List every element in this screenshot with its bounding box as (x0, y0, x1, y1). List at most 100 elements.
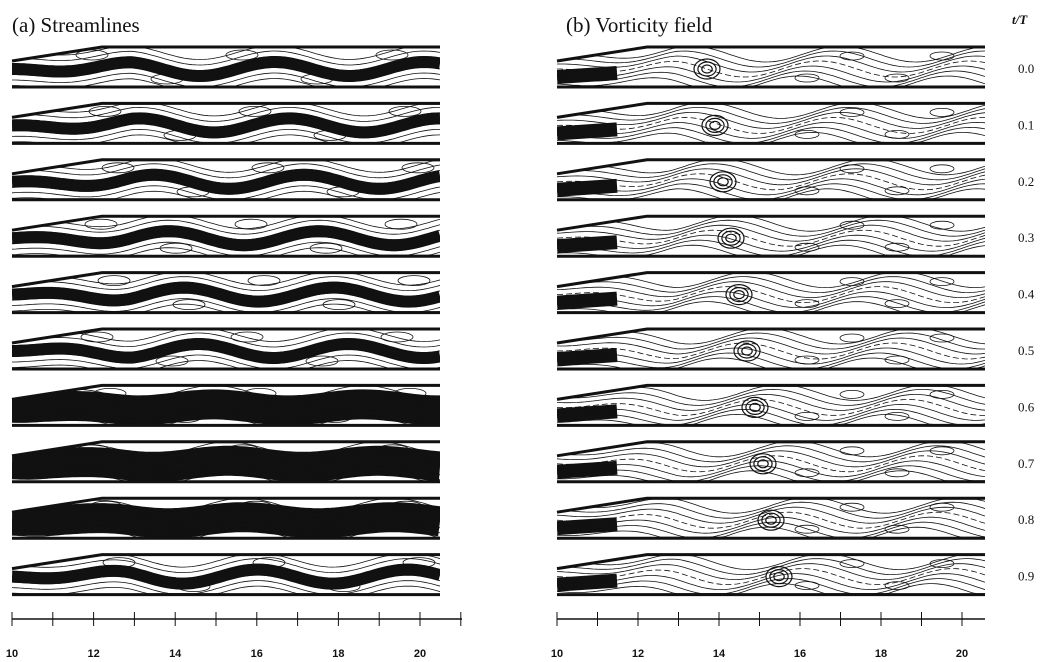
eddy (150, 73, 184, 85)
eddy (389, 500, 423, 512)
axis-label: 14 (713, 648, 726, 660)
contour (557, 234, 985, 252)
vortex (733, 290, 745, 300)
flow-strip (556, 496, 985, 540)
contour (557, 178, 985, 196)
vortex (725, 233, 737, 243)
vortex (741, 346, 753, 356)
eddy (225, 49, 259, 61)
eddy (375, 49, 409, 61)
strip-content (12, 442, 440, 482)
streamline (12, 414, 440, 425)
time-label: 0.7 (1018, 456, 1035, 471)
inlet-band (557, 573, 618, 592)
flow-strip (556, 383, 985, 427)
eddy (794, 186, 820, 196)
strip-outline (11, 214, 440, 232)
streamline (12, 502, 440, 518)
eddy (929, 277, 955, 287)
eddy (326, 186, 360, 198)
eddy (794, 468, 820, 478)
contour (557, 75, 985, 87)
vortex (749, 402, 761, 412)
strip-content (557, 498, 985, 538)
contour (557, 55, 985, 73)
vortex (717, 227, 745, 249)
eddy (327, 581, 361, 592)
vortex (737, 343, 757, 359)
flow-strip (11, 327, 440, 371)
strip-outline (556, 214, 985, 232)
eddy (376, 444, 410, 456)
streamline (12, 72, 440, 87)
strip-content (12, 329, 440, 369)
eddy (884, 186, 910, 196)
streamline (12, 558, 440, 574)
eddy (388, 106, 422, 117)
core-band (12, 389, 440, 426)
core-band (12, 168, 440, 195)
time-label: 0.1 (1018, 117, 1034, 132)
flow-strip (11, 45, 440, 89)
eddy (88, 106, 122, 117)
contour (557, 498, 985, 514)
contour (557, 216, 985, 232)
eddy (93, 387, 127, 399)
streamline (12, 104, 440, 117)
strip-content (12, 386, 440, 426)
strip-content (557, 555, 985, 594)
inlet-band (557, 122, 618, 141)
strip-content (557, 160, 985, 200)
contour (557, 70, 985, 87)
axis-label: 14 (169, 648, 182, 660)
eddy (251, 162, 285, 174)
eddy (884, 468, 910, 478)
contour (557, 291, 985, 309)
strip-outline (556, 271, 985, 289)
streamline (12, 522, 440, 538)
eddy (101, 162, 135, 174)
vortex (729, 287, 749, 303)
vortex (693, 58, 721, 80)
eddy (247, 275, 281, 287)
axis-label: 12 (632, 648, 644, 660)
panel-title: (a) Streamlines (12, 13, 140, 37)
contour (557, 276, 985, 294)
flow-strip (556, 214, 985, 258)
vortex (713, 174, 733, 190)
contour (557, 50, 985, 68)
streamline (12, 585, 440, 594)
inlet-band (557, 66, 618, 84)
vortex (717, 177, 729, 187)
eddy (839, 559, 865, 568)
contour (557, 506, 985, 524)
streamline (12, 471, 440, 482)
axis-label: 16 (251, 648, 263, 660)
contour (557, 445, 985, 463)
eddy (151, 468, 185, 480)
vortex (757, 509, 785, 531)
eddy (884, 129, 910, 139)
strip-outline (11, 496, 440, 514)
eddy (839, 51, 865, 61)
eddy (159, 242, 193, 254)
eddy (309, 242, 343, 254)
contour (557, 219, 985, 237)
eddy (401, 162, 435, 174)
strip-content (12, 47, 440, 87)
streamline (12, 292, 440, 308)
flow-strip (556, 271, 985, 315)
eddy (929, 108, 955, 117)
vortex (709, 171, 737, 193)
eddy (794, 524, 820, 534)
strip-content (557, 386, 985, 425)
streamline (12, 67, 440, 82)
panel-title: (b) Vorticity field (566, 13, 713, 37)
strip-outline (556, 45, 985, 63)
contour (557, 239, 985, 256)
strip-content (557, 442, 985, 482)
flow-strip (556, 440, 985, 484)
contour (557, 332, 985, 350)
time-label: 0.2 (1018, 174, 1034, 189)
time-label: 0.0 (1018, 61, 1034, 76)
